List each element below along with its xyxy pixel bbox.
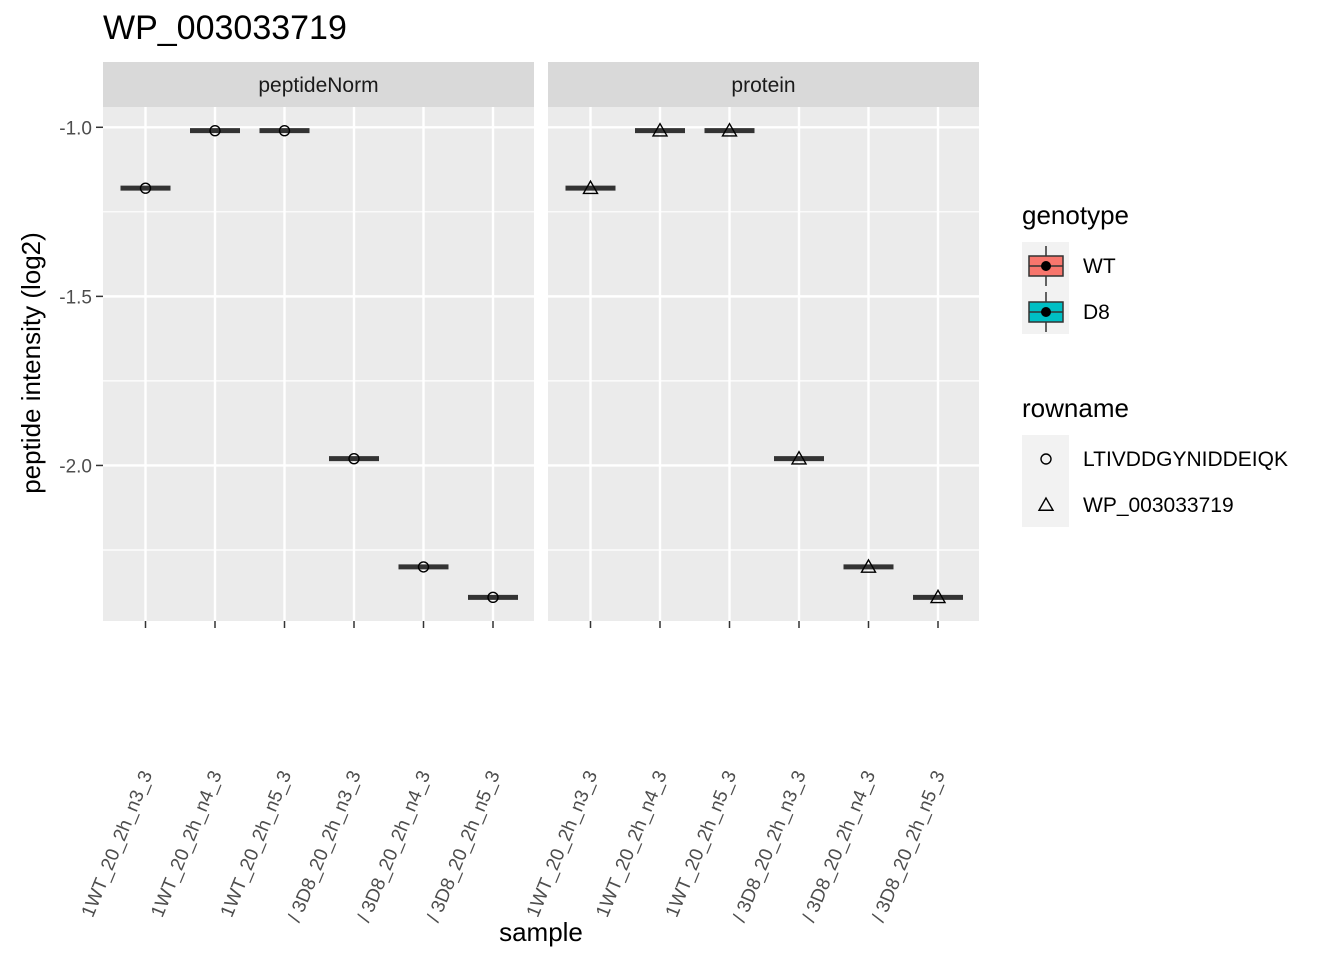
- y-tick-label: -1.0: [59, 118, 92, 139]
- legend-rowname: rowname LTIVDDGYNIDDEIQK WP_003033719: [1022, 393, 1288, 527]
- strip-background: [548, 62, 979, 107]
- legend-genotype-title: genotype: [1022, 200, 1129, 230]
- legend-rowname-title: rowname: [1022, 393, 1129, 423]
- legend-key-point: [1041, 307, 1051, 317]
- y-tick-label: -1.5: [59, 287, 92, 308]
- x-tick-label: 1WT_20_2h_n3_3: [78, 768, 157, 920]
- x-tick-label: / 3D8_20_2h_n4_3: [354, 768, 435, 925]
- facet-panel-protein: protein 1WT_20_2h_n3_31WT_20_2h_n4_31WT_2…: [523, 62, 979, 925]
- facet-panels: -1.0-1.5-2.0peptideNorm1WT_20_2h_n3_31WT…: [59, 62, 979, 925]
- x-tick-label: 1WT_20_2h_n5_3: [217, 768, 296, 920]
- x-tick-label: 1WT_20_2h_n5_3: [662, 768, 741, 920]
- y-tick-label: -2.0: [59, 456, 92, 477]
- data-point-circle: [417, 561, 430, 573]
- legend-item-label: WT: [1083, 255, 1116, 278]
- data-point-triangle: [582, 179, 599, 195]
- legend-key-point: [1041, 261, 1051, 271]
- legend-item-label: LTIVDDGYNIDDEIQK: [1083, 448, 1288, 471]
- data-point-triangle: [790, 450, 808, 465]
- panel-background: [103, 107, 534, 621]
- x-tick-label: / 3D8_20_2h_n3_3: [729, 768, 810, 925]
- data-point-triangle: [651, 122, 669, 137]
- data-point-circle: [278, 124, 291, 137]
- chart-title: WP_003033719: [103, 9, 347, 47]
- data-point-triangle: [721, 122, 738, 137]
- x-tick-label: 1WT_20_2h_n4_3: [592, 768, 671, 920]
- legend-key-circle: [1040, 453, 1052, 465]
- legend-key-background: [1022, 435, 1069, 527]
- facet-panel-peptideNorm: peptideNorm 1WT_20_2h_n3_31WT_20_2h_n4_31…: [78, 62, 534, 925]
- x-tick-label: 1WT_20_2h_n3_3: [523, 768, 602, 920]
- data-point-circle: [348, 452, 360, 465]
- x-tick-label: 1WT_20_2h_n4_3: [147, 768, 226, 920]
- legend-key-triangle: [1037, 496, 1055, 511]
- strip-background: [103, 62, 534, 107]
- data-point-circle: [209, 124, 221, 137]
- x-tick-label: / 3D8_20_2h_n4_3: [799, 768, 880, 925]
- data-point-triangle: [929, 588, 947, 604]
- panel-background: [548, 107, 979, 621]
- x-tick-label: / 3D8_20_2h_n5_3: [868, 768, 949, 925]
- data-point-circle: [487, 591, 499, 604]
- legend-item-label: D8: [1083, 301, 1110, 324]
- strip-label: peptideNorm: [258, 74, 378, 97]
- strip-label: protein: [731, 74, 795, 97]
- data-point-triangle: [860, 558, 877, 573]
- x-tick-label: / 3D8_20_2h_n5_3: [423, 768, 504, 925]
- legend-item-label: WP_003033719: [1083, 494, 1234, 517]
- x-tick-label: / 3D8_20_2h_n3_3: [284, 768, 365, 925]
- x-axis-title: sample: [499, 917, 583, 947]
- legend-genotype: genotype WT D8: [1022, 200, 1129, 334]
- data-point-circle: [139, 182, 152, 194]
- y-axis-title: peptide intensity (log2): [16, 232, 46, 494]
